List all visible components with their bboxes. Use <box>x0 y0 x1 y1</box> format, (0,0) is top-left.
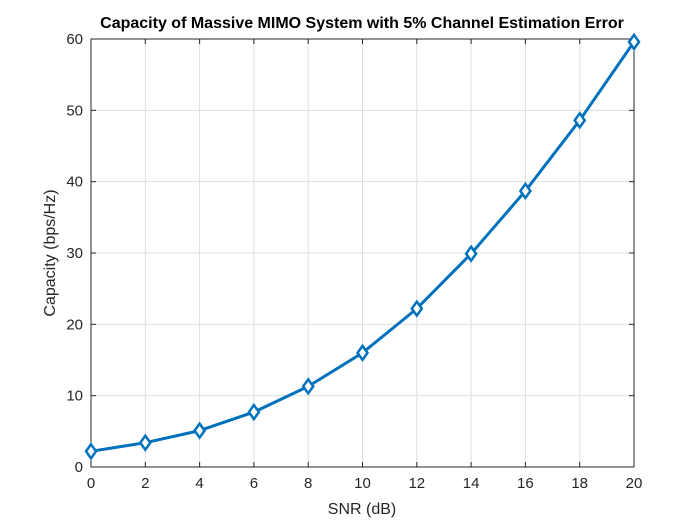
axis-ticks <box>90 38 635 468</box>
data-point-marker <box>410 299 424 318</box>
data-point-marker <box>518 181 532 201</box>
data-point-marker <box>138 433 152 452</box>
x-tick-label: 0 <box>87 475 95 492</box>
x-tick-label: 18 <box>571 475 588 492</box>
x-tick-label: 12 <box>408 475 425 492</box>
x-tick-label: 8 <box>304 475 312 492</box>
x-tick-label: 14 <box>463 475 480 492</box>
data-point-marker <box>464 244 478 263</box>
data-point-marker <box>84 442 98 461</box>
data-point-marker <box>247 402 261 422</box>
data-point-marker <box>355 343 370 363</box>
x-tick-label: 4 <box>195 475 203 492</box>
x-tick-label: 2 <box>141 475 149 492</box>
x-tick-label: 10 <box>354 475 371 492</box>
data-point-marker <box>301 377 315 396</box>
data-point-marker <box>193 421 207 440</box>
series-group <box>84 32 641 461</box>
y-tick-label: 10 <box>66 388 83 405</box>
x-axis-label: SNR (dB) <box>328 501 396 518</box>
x-tick-label: 16 <box>517 475 534 492</box>
chart-title: Capacity of Massive MIMO System with 5% … <box>100 15 624 32</box>
y-axis-label: Capacity (bps/Hz) <box>42 189 59 316</box>
y-tick-label: 40 <box>66 174 83 191</box>
y-tick-label: 20 <box>66 316 83 333</box>
y-tick-label: 60 <box>66 31 83 48</box>
grid-lines <box>90 38 635 468</box>
y-tick-labels: 0 10 20 30 40 50 60 <box>66 31 83 476</box>
y-tick-label: 0 <box>75 459 83 476</box>
x-tick-label: 20 <box>626 475 643 492</box>
data-point-marker <box>573 111 587 130</box>
x-tick-labels: 0 2 4 6 8 10 12 14 16 18 20 <box>87 475 643 492</box>
y-tick-label: 30 <box>66 245 83 262</box>
x-tick-label: 6 <box>250 475 258 492</box>
data-point-marker <box>627 32 641 52</box>
y-tick-label: 50 <box>66 102 83 119</box>
